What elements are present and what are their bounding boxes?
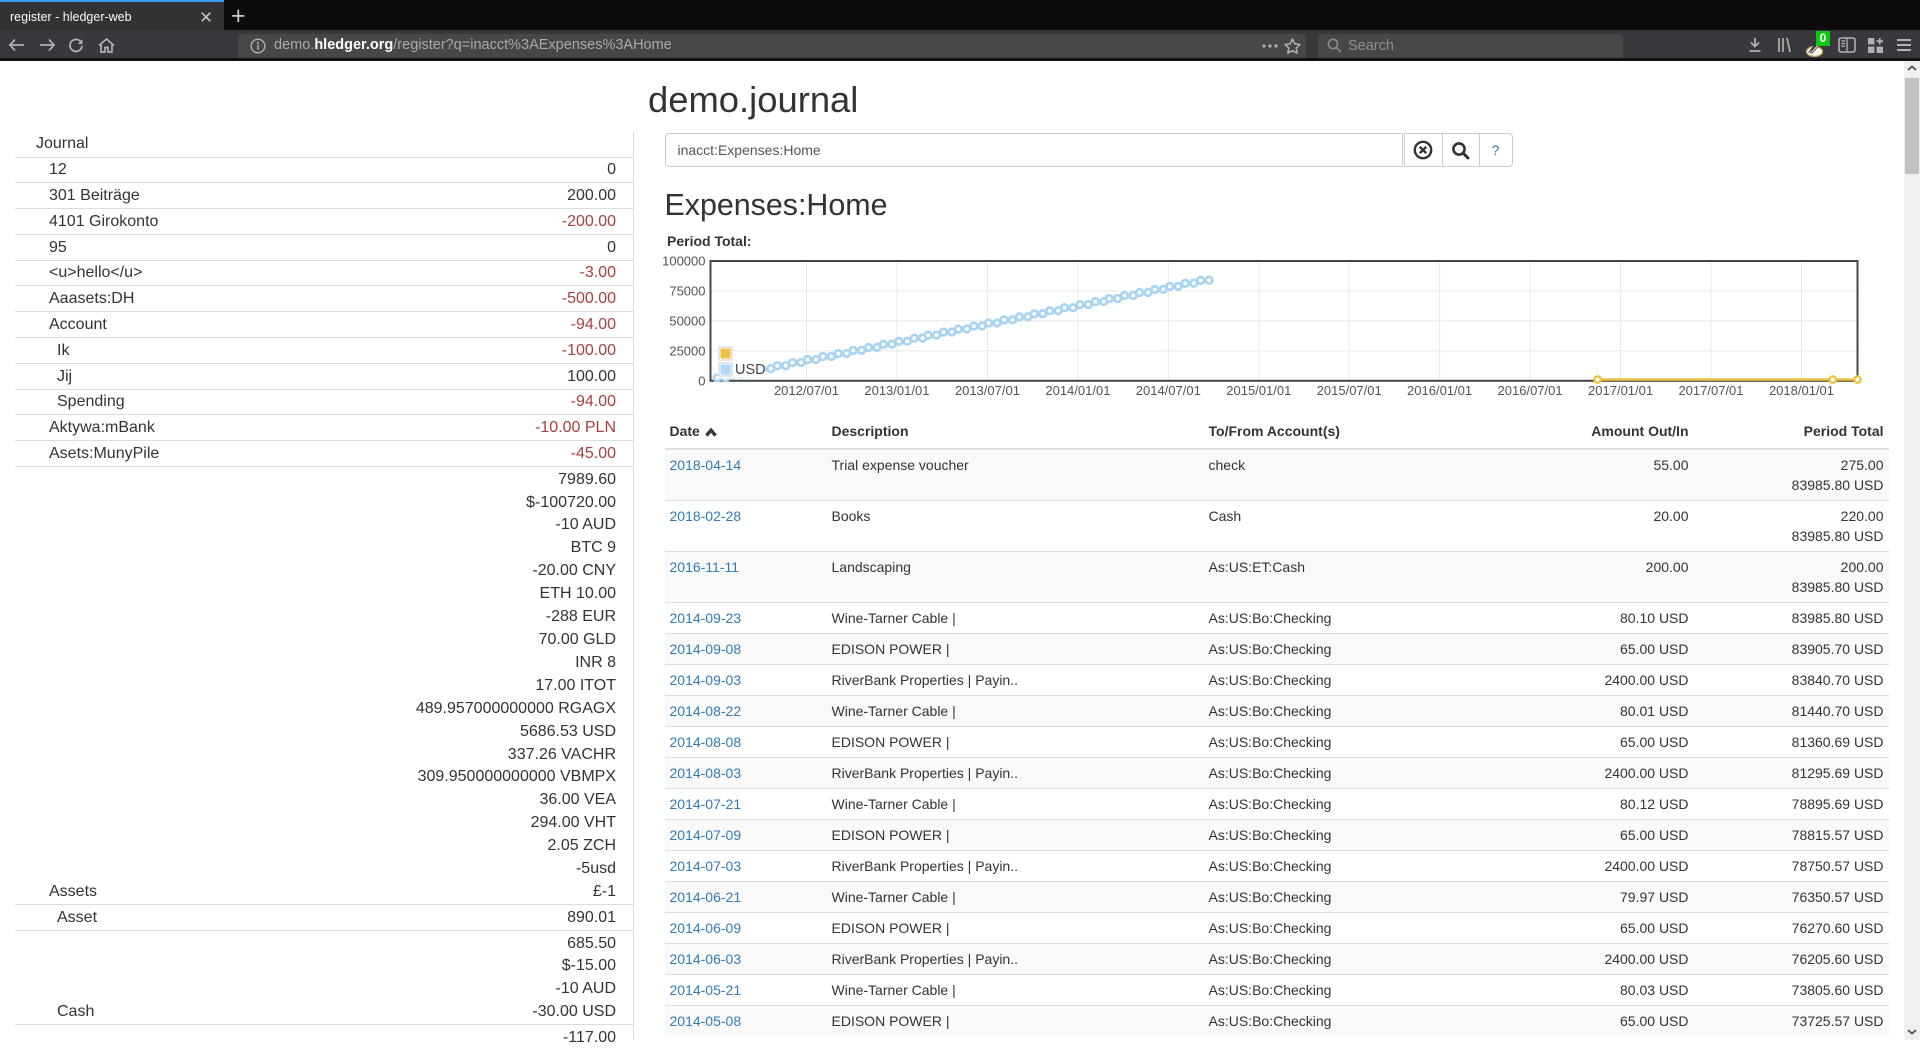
- svg-text:75000: 75000: [669, 284, 705, 299]
- svg-text:2013/01/01: 2013/01/01: [864, 383, 929, 398]
- svg-text:2014/07/01: 2014/07/01: [1135, 383, 1200, 398]
- svg-text:2013/07/01: 2013/07/01: [954, 383, 1019, 398]
- svg-text:2018/01/01: 2018/01/01: [1768, 383, 1833, 398]
- svg-text:2016/07/01: 2016/07/01: [1497, 383, 1562, 398]
- svg-text:2015/01/01: 2015/01/01: [1226, 383, 1291, 398]
- svg-text:50000: 50000: [669, 313, 705, 328]
- svg-text:2017/01/01: 2017/01/01: [1588, 383, 1653, 398]
- svg-text:25000: 25000: [669, 343, 705, 358]
- svg-text:2016/01/01: 2016/01/01: [1407, 383, 1472, 398]
- svg-text:2015/07/01: 2015/07/01: [1316, 383, 1381, 398]
- svg-text:2012/07/01: 2012/07/01: [773, 383, 838, 398]
- svg-text:USD: USD: [735, 362, 766, 378]
- svg-text:100000: 100000: [662, 254, 705, 269]
- svg-text:2017/07/01: 2017/07/01: [1678, 383, 1743, 398]
- svg-text:0: 0: [698, 373, 705, 388]
- svg-text:2014/01/01: 2014/01/01: [1045, 383, 1110, 398]
